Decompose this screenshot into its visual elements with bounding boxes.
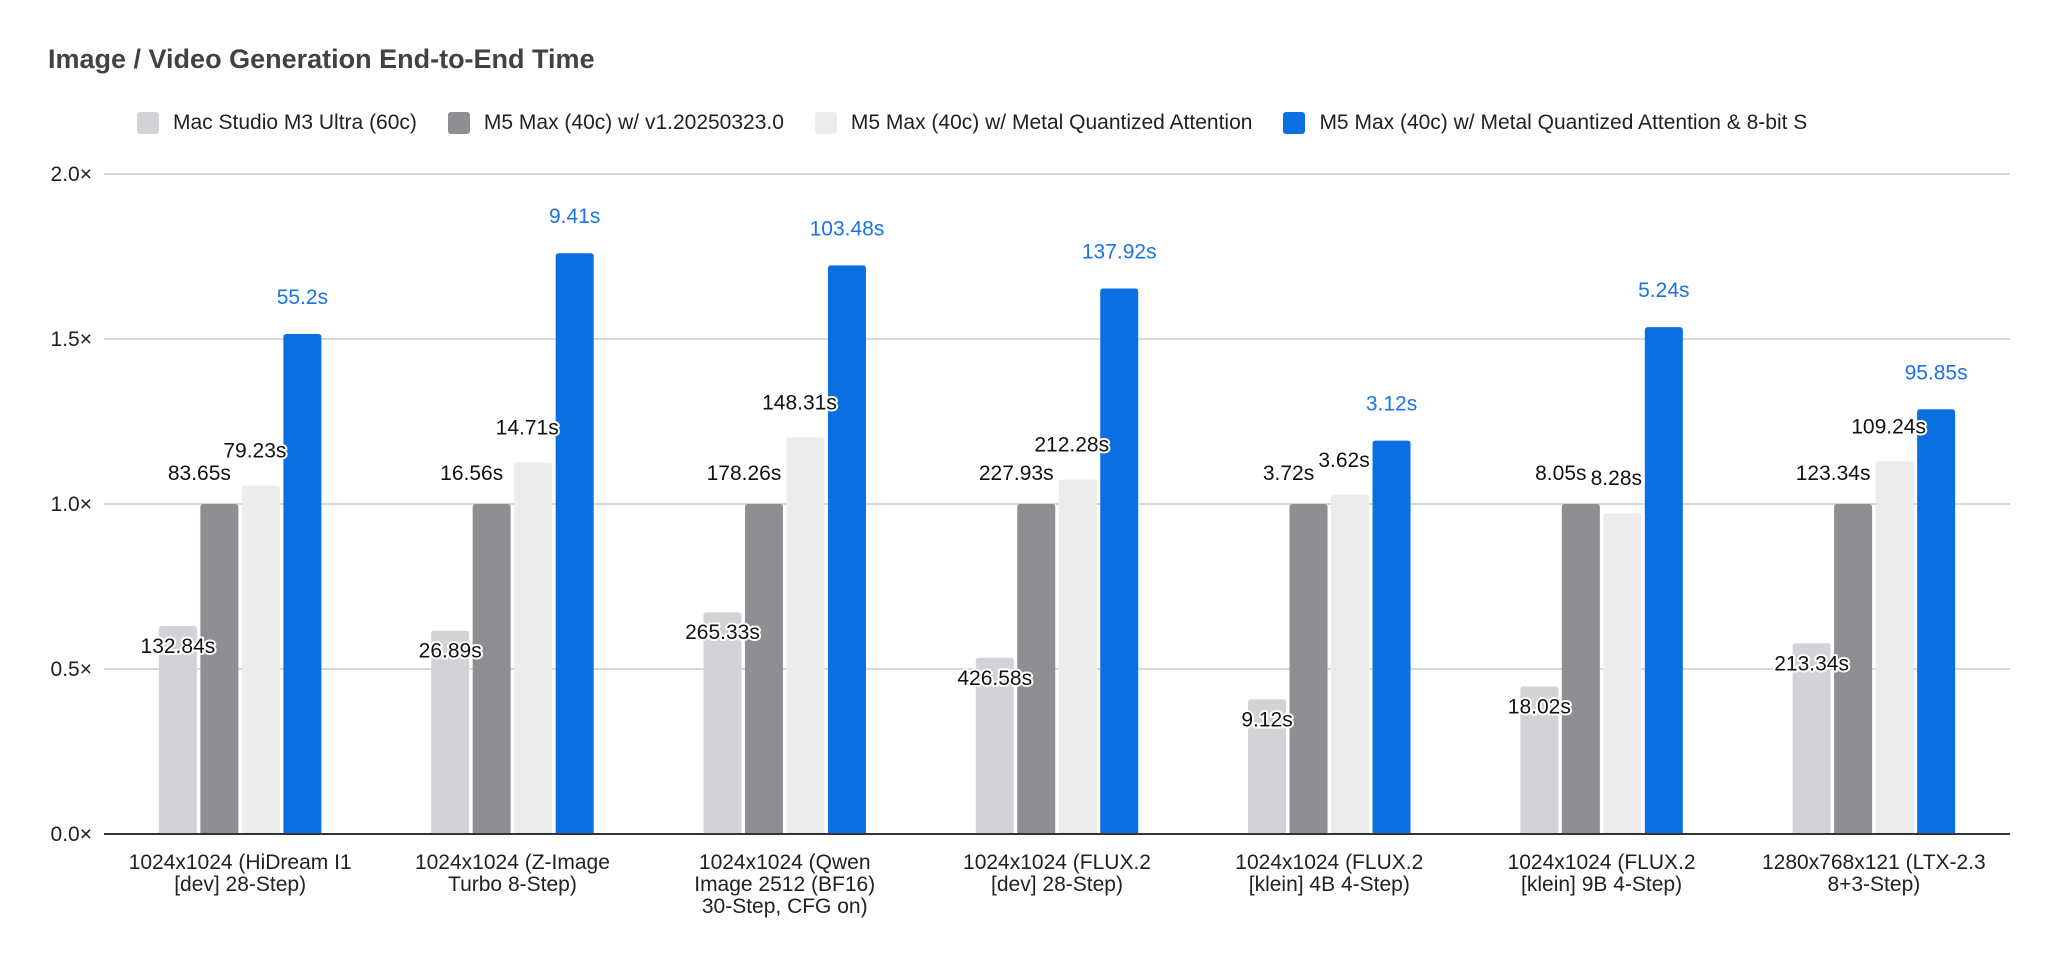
data-label: 55.2s: [277, 286, 328, 309]
bar[interactable]: [283, 334, 322, 834]
data-label: 137.92s: [1082, 241, 1157, 264]
data-label: 212.28s: [1034, 434, 1109, 457]
bar[interactable]: [1100, 288, 1139, 834]
data-label: 3.62s: [1318, 449, 1369, 472]
data-label: 109.24s: [1851, 415, 1926, 438]
legend-item-m5-max-mqa-8bit[interactable]: M5 Max (40c) w/ Metal Quantized Attentio…: [1283, 111, 1807, 135]
data-label: 8.28s: [1591, 467, 1642, 490]
x-tick-label: 30-Step, CFG on): [702, 895, 868, 918]
bar[interactable]: [975, 657, 1014, 834]
bars: [158, 253, 1956, 834]
legend-item-m5-max-v1[interactable]: M5 Max (40c) w/ v1.20250323.0: [447, 111, 784, 135]
bar[interactable]: [1561, 504, 1600, 834]
bar[interactable]: [200, 504, 239, 834]
data-label: 95.85s: [1905, 361, 1968, 384]
data-label: 178.26s: [707, 462, 782, 485]
legend-label-m5-max-v1: M5 Max (40c) w/ v1.20250323.0: [483, 111, 784, 134]
bar[interactable]: [827, 265, 866, 834]
x-tick-label: 1024x1024 (FLUX.2: [1508, 851, 1696, 874]
data-label: 79.23s: [223, 440, 286, 463]
gridlines: [104, 173, 2010, 670]
bar[interactable]: [1017, 504, 1056, 834]
data-label: 123.34s: [1796, 462, 1871, 485]
x-tick-label: Image 2512 (BF16): [694, 873, 875, 896]
legend-swatch-m5-max-mqa: [814, 112, 837, 134]
legend-swatch-m5-max-mqa-8bit: [1283, 112, 1306, 134]
bar[interactable]: [241, 485, 280, 834]
x-tick-label: 1024x1024 (Qwen: [699, 851, 871, 874]
y-tick-label: 1.5×: [51, 328, 92, 351]
bar[interactable]: [744, 504, 783, 834]
data-label: 14.71s: [496, 416, 559, 439]
legend-label-m5-max-mqa: M5 Max (40c) w/ Metal Quantized Attentio…: [850, 111, 1253, 134]
bar[interactable]: [158, 626, 197, 834]
x-tick-label: 1024x1024 (FLUX.2: [1235, 851, 1423, 874]
legend-swatch-m3-ultra: [137, 112, 159, 134]
bar[interactable]: [1058, 479, 1097, 834]
x-tick-label: [dev] 28-Step): [991, 873, 1123, 896]
legend-label-m3-ultra: Mac Studio M3 Ultra (60c): [173, 111, 417, 134]
axes: 0.0× 0.5× 1.0× 1.5× 2.0× 1024x1024 (HiDream I…: [51, 163, 2010, 918]
bar[interactable]: [1603, 513, 1642, 834]
data-label: 227.93s: [979, 462, 1054, 485]
x-tick-label: [klein] 9B 4-Step): [1521, 873, 1682, 896]
data-label: 9.12s: [1241, 708, 1292, 731]
bar[interactable]: [1644, 327, 1683, 834]
bar[interactable]: [1834, 504, 1873, 834]
x-tick-label: 8+3-Step): [1827, 873, 1920, 896]
data-label: 265.33s: [685, 621, 760, 644]
data-label: 103.48s: [810, 217, 885, 240]
y-tick-label: 0.5×: [51, 658, 92, 681]
data-label: 16.56s: [440, 462, 503, 485]
bar[interactable]: [1520, 686, 1559, 834]
legend: Mac Studio M3 Ultra (60c) M5 Max (40c) w…: [137, 108, 1838, 138]
bar[interactable]: [514, 462, 553, 834]
data-label: 26.89s: [419, 640, 482, 663]
data-label: 9.41s: [549, 205, 600, 228]
x-tick-label: 1024x1024 (HiDream I1: [129, 851, 352, 874]
data-label: 148.31s: [762, 391, 837, 414]
data-label: 3.12s: [1366, 393, 1417, 416]
legend-label-m5-max-mqa-8bit: M5 Max (40c) w/ Metal Quantized Attentio…: [1319, 111, 1808, 134]
x-tick-label: Turbo 8-Step): [448, 873, 577, 896]
legend-item-m5-max-mqa[interactable]: M5 Max (40c) w/ Metal Quantized Attentio…: [814, 111, 1253, 135]
data-label: 8.05s: [1535, 462, 1586, 485]
data-label: 3.72s: [1263, 462, 1314, 485]
y-tick-label: 0.0×: [51, 823, 92, 846]
bar[interactable]: [1917, 409, 1956, 834]
y-tick-label: 1.0×: [51, 493, 92, 516]
x-tick-label: 1024x1024 (Z-Image: [415, 851, 610, 874]
data-label: 83.65s: [168, 462, 231, 485]
bar[interactable]: [431, 630, 470, 834]
y-tick-label: 2.0×: [51, 163, 92, 186]
chart-title: Image / Video Generation End-to-End Time: [48, 44, 595, 74]
bar[interactable]: [1331, 494, 1370, 834]
bar[interactable]: [1792, 643, 1831, 834]
x-tick-label: 1024x1024 (FLUX.2: [963, 851, 1151, 874]
bar[interactable]: [1289, 504, 1328, 834]
bar[interactable]: [703, 612, 742, 834]
data-label: 426.58s: [957, 667, 1032, 690]
data-label: 5.24s: [1638, 279, 1689, 302]
bar[interactable]: [786, 437, 825, 834]
data-label: 132.84s: [141, 635, 216, 658]
legend-swatch-m5-max-v1: [447, 112, 470, 134]
bar[interactable]: [472, 504, 511, 834]
data-label: 213.34s: [1774, 652, 1849, 675]
bar[interactable]: [555, 253, 594, 834]
x-tick-label: 1280x768x121 (LTX-2.3: [1762, 851, 1986, 874]
x-tick-label: [klein] 4B 4-Step): [1249, 873, 1410, 896]
bar[interactable]: [1248, 699, 1287, 834]
legend-item-m3-ultra[interactable]: Mac Studio M3 Ultra (60c): [137, 111, 417, 135]
bar[interactable]: [1875, 461, 1914, 834]
bar[interactable]: [1372, 440, 1411, 834]
x-tick-label: [dev] 28-Step): [174, 873, 306, 896]
data-label: 18.02s: [1508, 695, 1571, 718]
